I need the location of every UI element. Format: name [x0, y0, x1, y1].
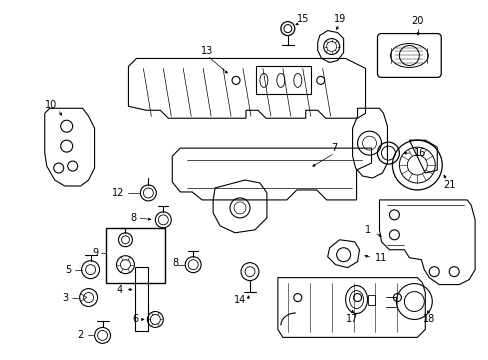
- Text: 7: 7: [331, 143, 337, 153]
- Bar: [105, 228, 165, 283]
- Text: 14: 14: [233, 294, 245, 305]
- Text: 10: 10: [44, 100, 57, 110]
- Text: 6: 6: [132, 314, 138, 324]
- Text: 11: 11: [374, 253, 386, 263]
- Bar: [367, 294, 375, 305]
- Text: 9: 9: [92, 248, 99, 258]
- Text: 18: 18: [422, 314, 434, 324]
- Bar: [135, 267, 148, 332]
- Text: 19: 19: [333, 14, 345, 24]
- Text: 16: 16: [413, 148, 426, 158]
- Bar: [255, 67, 310, 94]
- Text: 12: 12: [112, 188, 124, 198]
- Text: 1: 1: [364, 225, 370, 235]
- Text: 21: 21: [442, 180, 454, 190]
- Text: 4: 4: [116, 284, 122, 294]
- Text: 8: 8: [172, 258, 178, 268]
- Text: 15: 15: [296, 14, 308, 24]
- Text: 20: 20: [410, 15, 423, 26]
- Text: 13: 13: [201, 45, 213, 55]
- Text: 3: 3: [62, 293, 69, 302]
- Text: 2: 2: [78, 330, 83, 341]
- Text: 5: 5: [65, 265, 72, 275]
- Text: 17: 17: [346, 314, 358, 324]
- Text: 8: 8: [130, 213, 136, 223]
